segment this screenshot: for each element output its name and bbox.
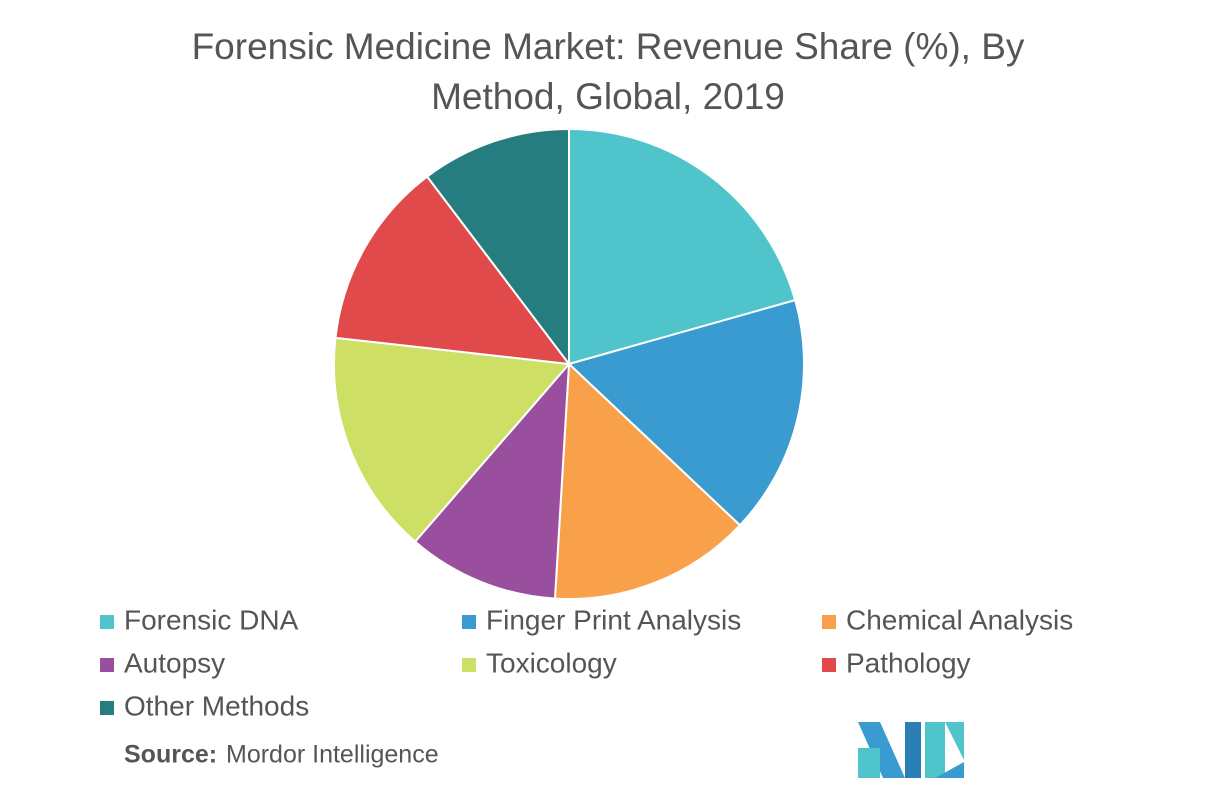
- legend-label: Toxicology: [486, 647, 617, 678]
- pie-slice: [553, 361, 742, 600]
- source: Mordor Intelligence: [226, 741, 439, 769]
- pie-slice: [425, 127, 570, 367]
- pie-slice: [567, 298, 805, 527]
- legend-swatch: [462, 615, 476, 629]
- pie-slice: [333, 336, 572, 544]
- legend-swatch: [100, 658, 114, 672]
- legend-label: Finger Print Analysis: [486, 604, 741, 635]
- logo: [858, 722, 964, 778]
- pie-slice: [413, 361, 571, 600]
- legend-label: Pathology: [846, 647, 971, 678]
- legend-swatch: [822, 615, 836, 629]
- source-label: Source:: [124, 741, 217, 769]
- legend-label: Other Methods: [124, 690, 309, 721]
- pie-slice: [568, 127, 797, 366]
- pie-slice: [334, 175, 572, 366]
- legend-label: Autopsy: [124, 647, 225, 678]
- legend-swatch: [100, 615, 114, 629]
- legend-label: Chemical Analysis: [846, 604, 1073, 635]
- legend-label: Forensic DNA: [124, 604, 299, 635]
- legend-swatch: [462, 658, 476, 672]
- chart-title: Forensic Medicine Market: Revenue Share …: [191, 26, 1025, 117]
- legend-swatch: [100, 701, 114, 715]
- legend-swatch: [822, 658, 836, 672]
